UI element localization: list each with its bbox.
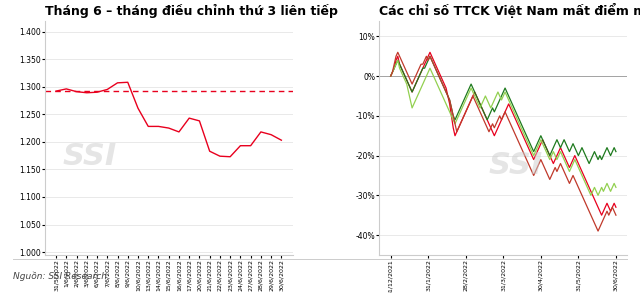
Text: SSI: SSI: [488, 151, 543, 180]
Text: Các chỉ số TTCK Việt Nam mất điểm mạnh từ đầu năm: Các chỉ số TTCK Việt Nam mất điểm mạnh t…: [380, 3, 640, 18]
Text: Nguồn: SSI Research: Nguồn: SSI Research: [13, 272, 107, 281]
Text: Tháng 6 – tháng điều chỉnh thứ 3 liên tiếp: Tháng 6 – tháng điều chỉnh thứ 3 liên ti…: [45, 4, 338, 18]
Text: SSI: SSI: [62, 142, 116, 171]
